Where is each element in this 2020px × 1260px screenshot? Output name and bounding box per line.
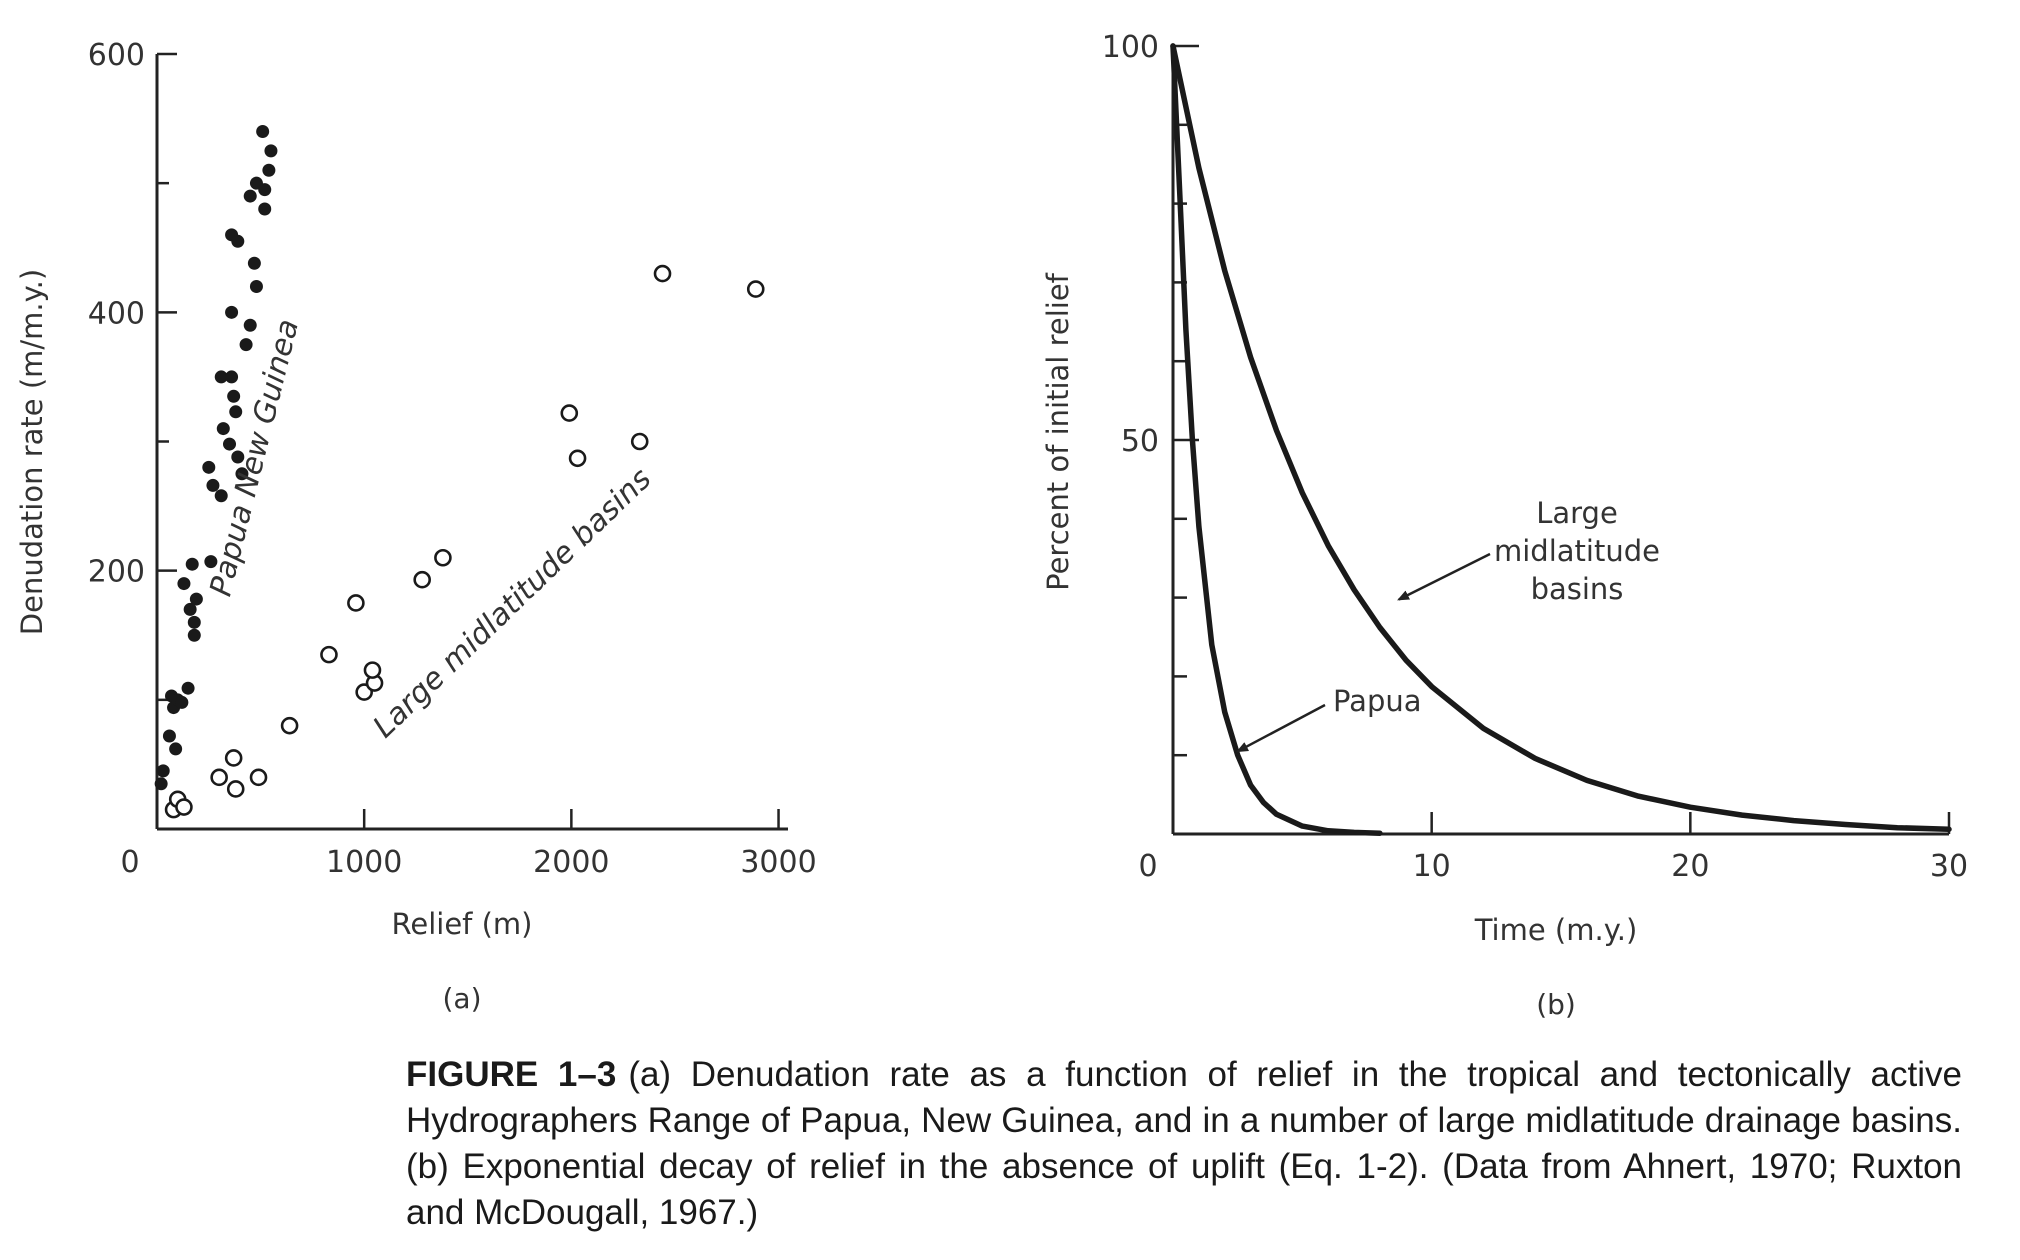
data-point-large-midlatitude-basins (568, 449, 587, 468)
data-point-large-midlatitude-basins (347, 594, 365, 612)
data-point-papua-new-guinea (189, 592, 203, 606)
data-point-large-midlatitude-basins (320, 645, 338, 664)
data-point-large-midlatitude-basins (653, 264, 672, 283)
data-point-papua-new-guinea (243, 189, 257, 203)
data-point-papua-new-guinea (156, 764, 170, 778)
data-point-papua-new-guinea (169, 742, 183, 756)
data-point-papua-new-guinea (214, 370, 228, 384)
panel-a-x-tick-label: 2000 (533, 845, 609, 880)
figure-caption-label: FIGURE 1–3 (406, 1055, 617, 1094)
panel-a-y-tick-label: 600 (88, 38, 145, 73)
panel-b-y-tick-label: 50 (1121, 424, 1159, 459)
panel-b-line-chart: 50 100 10 20 30 0 Time (m.y.) Percent of ini… (1041, 30, 1968, 1021)
panel-b-x-tick-label: 10 (1413, 849, 1451, 884)
data-point-large-midlatitude-basins (249, 768, 268, 787)
series-label-large-midlatitude-basins: Large midlatitude basins (367, 461, 659, 744)
panel-a-origin-label: 0 (120, 845, 139, 880)
data-point-papua-new-guinea (264, 144, 278, 158)
data-point-papua-new-guinea (258, 202, 272, 216)
panel-b-y-tick-label: 100 (1102, 30, 1159, 65)
data-point-papua-new-guinea (206, 478, 220, 492)
data-point-large-midlatitude-basins (226, 780, 245, 798)
data-point-large-midlatitude-basins (363, 661, 382, 679)
data-point-papua-new-guinea (243, 318, 257, 332)
data-point-papua-new-guinea (177, 577, 191, 591)
panel-b-x-axis-label: Time (m.y.) (1474, 913, 1638, 947)
data-point-large-midlatitude-basins (175, 798, 193, 816)
data-point-papua-new-guinea (162, 729, 176, 743)
data-point-papua-new-guinea (181, 681, 195, 695)
data-point-papua-new-guinea (249, 280, 263, 293)
annotation-arrow-papua (1236, 703, 1326, 753)
annotation-line: Large (1536, 496, 1618, 530)
data-point-papua-new-guinea (227, 389, 241, 403)
annotation-papua: Papua (1333, 684, 1422, 718)
annotation-arrow-large-midlatitude-basins (1397, 552, 1491, 601)
data-point-large-midlatitude-basins (560, 404, 579, 422)
panel-a-x-axis-label: Relief (m) (392, 907, 533, 941)
data-point-large-midlatitude-basins (413, 570, 431, 589)
panel-a-y-axis-label: Denudation rate (m/m.y.) (15, 269, 49, 635)
panel-b-x-tick-label: 30 (1930, 849, 1968, 884)
panel-b-label: (b) (1536, 988, 1576, 1021)
data-point-papua-new-guinea (216, 422, 230, 436)
data-point-large-midlatitude-basins (630, 432, 649, 451)
data-point-papua-new-guinea (231, 234, 245, 248)
panel-a-x-tick-label: 3000 (740, 845, 816, 880)
series-label-papua-new-guinea: Papua New Guinea (203, 316, 306, 600)
data-point-papua-new-guinea (229, 405, 243, 419)
data-point-papua-new-guinea (258, 183, 272, 197)
annotation-line: basins (1531, 572, 1624, 606)
data-point-papua-new-guinea (235, 467, 249, 481)
panel-a-y-tick-label: 200 (88, 555, 145, 590)
series-line-papua (1170, 43, 1383, 836)
data-point-papua-new-guinea (185, 557, 199, 571)
panel-b-x-tick-label: 20 (1671, 849, 1709, 884)
data-point-papua-new-guinea (247, 256, 261, 270)
data-point-papua-new-guinea (262, 163, 276, 177)
data-point-large-midlatitude-basins (280, 716, 299, 735)
data-point-papua-new-guinea (175, 695, 189, 709)
data-point-large-midlatitude-basins (434, 548, 452, 567)
panel-a-scatter-chart: 200 400 600 1000 2000 3000 0 Relief (m) Denud… (15, 38, 817, 1015)
data-point-papua-new-guinea (204, 555, 218, 569)
data-point-papua-new-guinea (202, 460, 216, 474)
data-point-papua-new-guinea (225, 370, 239, 384)
data-point-papua-new-guinea (225, 305, 239, 319)
panel-a-y-tick-label: 400 (88, 296, 145, 331)
panel-b-origin-label: 0 (1138, 849, 1157, 884)
panel-b-y-axis-label: Percent of initial relief (1041, 272, 1075, 591)
data-point-papua-new-guinea (231, 450, 245, 464)
data-point-papua-new-guinea (223, 437, 237, 451)
data-point-papua-new-guinea (187, 628, 201, 642)
figure-caption: FIGURE 1–3 (a) Denudation rate as a funct… (406, 1052, 1962, 1236)
data-point-papua-new-guinea (154, 777, 168, 791)
data-point-large-midlatitude-basins (210, 768, 228, 787)
data-point-large-midlatitude-basins (224, 749, 243, 767)
data-point-papua-new-guinea (187, 615, 201, 629)
annotation-large-midlatitude-basins: Large midlatitude basins (1494, 496, 1660, 606)
data-point-papua-new-guinea (239, 338, 253, 352)
panel-a-x-tick-label: 1000 (326, 845, 402, 880)
panel-a-label: (a) (442, 982, 481, 1015)
data-point-papua-new-guinea (256, 125, 270, 138)
data-point-papua-new-guinea (214, 489, 228, 503)
series-line-large-midlatitude-basins (1170, 43, 1952, 833)
data-point-papua-new-guinea (183, 602, 197, 616)
figure-caption-text: (a) Denudation rate as a function of rel… (406, 1055, 1962, 1232)
data-point-large-midlatitude-basins (746, 280, 765, 298)
annotation-line: midlatitude (1494, 534, 1660, 568)
